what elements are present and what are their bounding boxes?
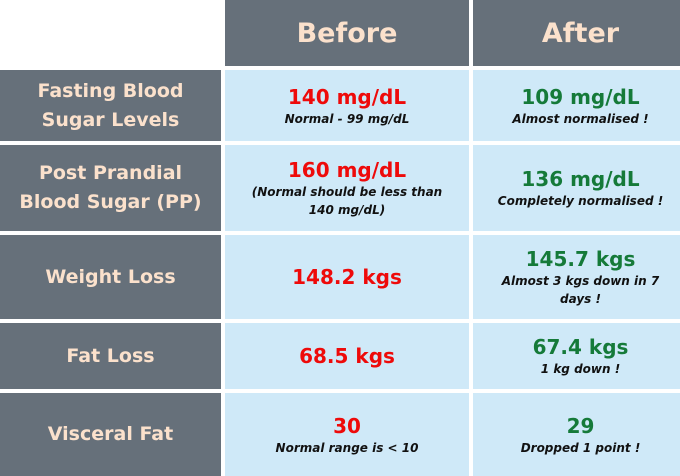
before-cell-weight-loss: 148.2 kgs [225, 231, 469, 319]
after-value: 67.4 kgs [532, 335, 629, 359]
before-value: 160 mg/dL [287, 158, 407, 182]
after-cell-weight-loss: 145.7 kgs Almost 3 kgs down in 7 days ! [473, 231, 680, 319]
row-label-post-prandial: Post Prandial Blood Sugar (PP) [0, 141, 221, 231]
after-note: Completely normalised ! [497, 194, 664, 208]
row-label-weight-loss: Weight Loss [0, 231, 221, 319]
after-value: 136 mg/dL [521, 167, 640, 191]
after-note: 1 kg down ! [540, 362, 621, 376]
before-cell-post-prandial: 160 mg/dL (Normal should be less than 14… [225, 141, 469, 231]
before-cell-visceral-fat: 30 Normal range is < 10 [225, 389, 469, 476]
before-note: Normal range is < 10 [275, 440, 419, 455]
after-value: 145.7 kgs [525, 247, 636, 271]
after-note: Dropped 1 point ! [520, 440, 641, 455]
before-value: 30 [333, 413, 361, 438]
row-label-visceral-fat: Visceral Fat [0, 389, 221, 476]
column-header-before: Before [225, 0, 469, 66]
after-note: Almost 3 kgs down in 7 days ! [501, 274, 660, 306]
before-note: Normal - 99 mg/dL [284, 111, 410, 126]
before-cell-fasting: 140 mg/dL Normal - 99 mg/dL [225, 66, 469, 141]
row-label-fasting: Fasting Blood Sugar Levels [0, 66, 221, 141]
row-label-fat-loss: Fat Loss [0, 319, 221, 389]
before-note: (Normal should be less than 140 mg/dL) [251, 185, 443, 217]
after-cell-fat-loss: 67.4 kgs 1 kg down ! [473, 319, 680, 389]
corner-blank [0, 0, 221, 66]
before-value: 148.2 kgs [292, 265, 402, 289]
after-cell-fasting: 109 mg/dL Almost normalised ! [473, 66, 680, 141]
before-value: 140 mg/dL [287, 84, 407, 109]
before-value: 68.5 kgs [299, 344, 395, 368]
after-note: Almost normalised ! [512, 111, 649, 126]
after-cell-visceral-fat: 29 Dropped 1 point ! [473, 389, 680, 476]
before-cell-fat-loss: 68.5 kgs [225, 319, 469, 389]
after-cell-post-prandial: 136 mg/dL Completely normalised ! [473, 141, 680, 231]
after-value: 29 [566, 413, 595, 438]
after-value: 109 mg/dL [521, 84, 640, 109]
column-header-after: After [473, 0, 680, 66]
